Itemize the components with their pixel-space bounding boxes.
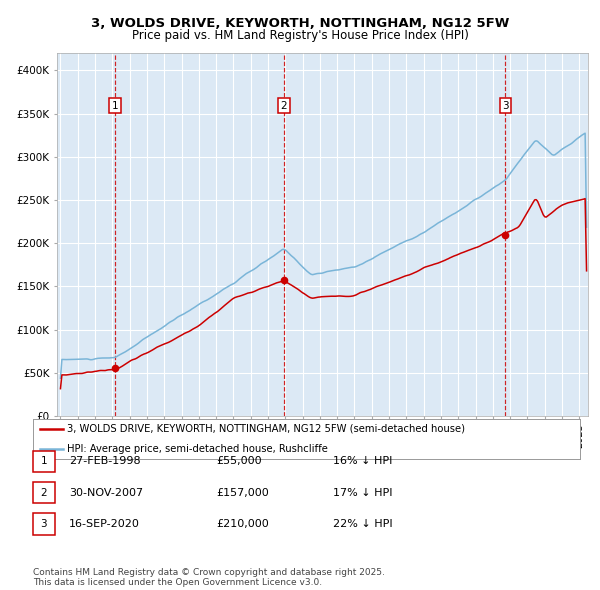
- Text: £210,000: £210,000: [216, 519, 269, 529]
- Text: 3: 3: [40, 519, 47, 529]
- Text: 3, WOLDS DRIVE, KEYWORTH, NOTTINGHAM, NG12 5FW (semi-detached house): 3, WOLDS DRIVE, KEYWORTH, NOTTINGHAM, NG…: [67, 424, 465, 434]
- Text: 22% ↓ HPI: 22% ↓ HPI: [333, 519, 392, 529]
- Text: 16% ↓ HPI: 16% ↓ HPI: [333, 457, 392, 466]
- Text: 2: 2: [40, 488, 47, 497]
- Text: £157,000: £157,000: [216, 488, 269, 497]
- Text: 30-NOV-2007: 30-NOV-2007: [69, 488, 143, 497]
- Text: 16-SEP-2020: 16-SEP-2020: [69, 519, 140, 529]
- Text: Price paid vs. HM Land Registry's House Price Index (HPI): Price paid vs. HM Land Registry's House …: [131, 30, 469, 42]
- Text: 27-FEB-1998: 27-FEB-1998: [69, 457, 140, 466]
- Text: Contains HM Land Registry data © Crown copyright and database right 2025.
This d: Contains HM Land Registry data © Crown c…: [33, 568, 385, 587]
- Text: 2: 2: [281, 101, 287, 111]
- Text: £55,000: £55,000: [216, 457, 262, 466]
- Text: 17% ↓ HPI: 17% ↓ HPI: [333, 488, 392, 497]
- Text: 1: 1: [112, 101, 118, 111]
- Text: HPI: Average price, semi-detached house, Rushcliffe: HPI: Average price, semi-detached house,…: [67, 444, 328, 454]
- Text: 3, WOLDS DRIVE, KEYWORTH, NOTTINGHAM, NG12 5FW: 3, WOLDS DRIVE, KEYWORTH, NOTTINGHAM, NG…: [91, 17, 509, 30]
- Text: 1: 1: [40, 457, 47, 466]
- Text: 3: 3: [502, 101, 508, 111]
